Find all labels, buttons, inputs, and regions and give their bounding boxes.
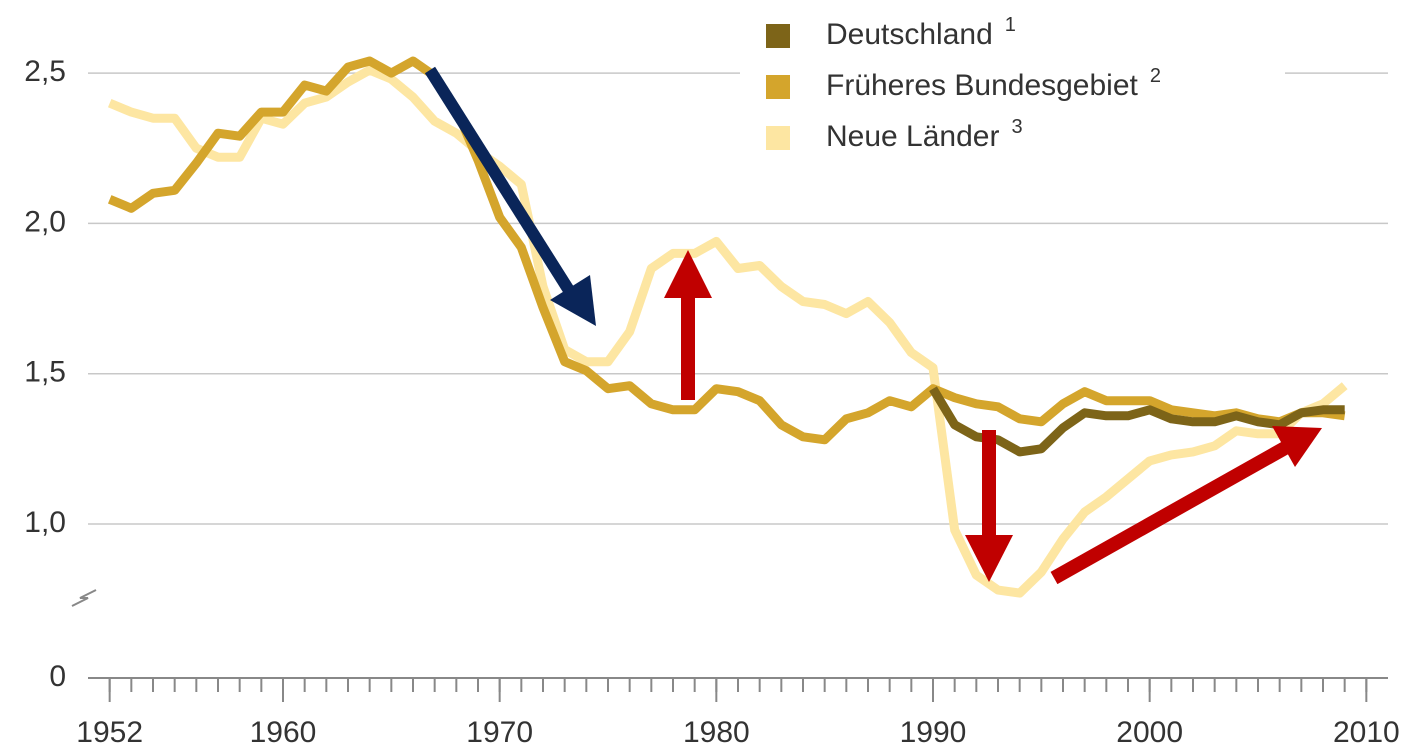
legend-name: Deutschland bbox=[826, 18, 993, 51]
legend-label: Früheres Bundesgebiet 2 bbox=[826, 65, 1161, 102]
annotation-arrows bbox=[424, 66, 1322, 585]
x-tick-label: 1990 bbox=[900, 716, 967, 749]
arrow-head bbox=[550, 275, 596, 326]
series-line bbox=[929, 386, 1345, 457]
legend: Deutschland 1 Früheres Bundesgebiet 2 Neue L… bbox=[766, 14, 1161, 153]
y-tick-label: 1,0 bbox=[24, 506, 66, 539]
legend-background bbox=[740, 10, 1285, 170]
axis-break-mark bbox=[71, 589, 97, 607]
arrow-head bbox=[1272, 426, 1322, 467]
arrow-down bbox=[424, 66, 576, 296]
arrow-head bbox=[965, 535, 1013, 582]
axes: 0 1,0 1,5 2,0 2,5 1952 1960 1970 1980 1990 2000 201… bbox=[24, 55, 1399, 749]
series-line bbox=[107, 65, 1348, 598]
legend-name: Neue Länder bbox=[826, 120, 999, 153]
x-tick-label: 1960 bbox=[250, 716, 317, 749]
legend-label: Neue Länder 3 bbox=[826, 116, 1023, 153]
legend-swatch bbox=[766, 126, 790, 150]
legend-footnote: 1 bbox=[1005, 14, 1016, 36]
lines bbox=[107, 56, 1348, 598]
y-tick-label: 2,0 bbox=[24, 205, 66, 238]
legend-name: Früheres Bundesgebiet bbox=[826, 69, 1139, 102]
arrow-rising bbox=[1050, 441, 1289, 585]
x-tick-label: 1970 bbox=[466, 716, 533, 749]
legend-label: Deutschland 1 bbox=[826, 14, 1016, 51]
y-tick-label: 1,5 bbox=[24, 356, 66, 389]
arrow-head bbox=[664, 250, 712, 298]
x-tick-label: 2010 bbox=[1333, 716, 1400, 749]
legend-swatch bbox=[766, 75, 790, 99]
y-tick-label: 2,5 bbox=[24, 55, 66, 88]
legend-footnote: 2 bbox=[1150, 65, 1161, 87]
legend-swatch bbox=[766, 24, 790, 48]
x-tick-label: 2000 bbox=[1116, 716, 1183, 749]
x-tick-label: 1980 bbox=[683, 716, 750, 749]
y-tick-label: 0 bbox=[49, 660, 66, 693]
series-line bbox=[107, 56, 1346, 445]
legend-footnote: 3 bbox=[1011, 116, 1022, 138]
x-tick-label: 1952 bbox=[76, 716, 143, 749]
